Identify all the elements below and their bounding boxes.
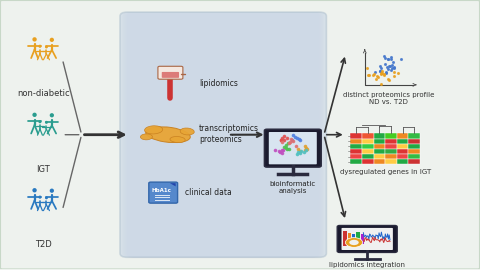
Bar bbox=[361, 234, 364, 244]
Point bbox=[278, 151, 286, 156]
FancyBboxPatch shape bbox=[264, 129, 321, 167]
Text: lipidomics: lipidomics bbox=[199, 79, 238, 88]
Text: lipidomics integration: lipidomics integration bbox=[329, 262, 405, 268]
Point bbox=[279, 148, 287, 152]
Bar bbox=[385, 144, 397, 149]
Point bbox=[384, 67, 391, 71]
Point bbox=[387, 68, 395, 72]
Point bbox=[282, 143, 290, 147]
Point bbox=[373, 74, 381, 78]
Point bbox=[292, 144, 300, 148]
Point bbox=[394, 70, 402, 75]
Point bbox=[296, 137, 303, 141]
Point bbox=[297, 149, 304, 153]
Point bbox=[370, 72, 377, 76]
Point bbox=[294, 147, 302, 151]
Point bbox=[372, 77, 380, 82]
Point bbox=[303, 147, 311, 151]
Bar bbox=[385, 154, 397, 159]
Point bbox=[391, 73, 398, 78]
FancyBboxPatch shape bbox=[269, 132, 317, 164]
Bar bbox=[373, 159, 385, 164]
Point bbox=[384, 56, 392, 61]
Point bbox=[381, 54, 388, 58]
Bar bbox=[373, 133, 385, 139]
FancyBboxPatch shape bbox=[149, 182, 178, 203]
Bar bbox=[397, 133, 408, 139]
Ellipse shape bbox=[32, 113, 37, 117]
Bar bbox=[397, 149, 408, 154]
Polygon shape bbox=[170, 183, 176, 186]
Point bbox=[390, 70, 397, 74]
Point bbox=[397, 57, 405, 62]
Bar bbox=[385, 139, 397, 144]
Ellipse shape bbox=[170, 137, 185, 143]
Point bbox=[377, 81, 385, 86]
Point bbox=[385, 64, 393, 68]
Bar bbox=[350, 144, 362, 149]
Point bbox=[278, 148, 286, 152]
Bar bbox=[362, 149, 373, 154]
Ellipse shape bbox=[45, 45, 48, 48]
Text: non-diabetic: non-diabetic bbox=[17, 89, 70, 98]
Point bbox=[390, 65, 398, 69]
Point bbox=[284, 136, 291, 140]
Circle shape bbox=[349, 240, 359, 245]
Point bbox=[376, 64, 384, 68]
Bar bbox=[385, 133, 397, 139]
Bar bbox=[373, 154, 385, 159]
Ellipse shape bbox=[50, 188, 54, 193]
Ellipse shape bbox=[180, 128, 194, 135]
Point bbox=[388, 66, 396, 70]
Point bbox=[377, 66, 385, 70]
FancyBboxPatch shape bbox=[120, 12, 326, 257]
Bar bbox=[362, 133, 373, 139]
Point bbox=[378, 71, 385, 75]
Point bbox=[383, 70, 390, 74]
Point bbox=[286, 141, 293, 145]
Point bbox=[302, 148, 310, 152]
Bar bbox=[397, 154, 408, 159]
Ellipse shape bbox=[32, 188, 37, 193]
Point bbox=[384, 77, 392, 82]
Point bbox=[282, 146, 290, 150]
Bar bbox=[362, 144, 373, 149]
Bar bbox=[362, 139, 373, 144]
FancyBboxPatch shape bbox=[162, 72, 179, 78]
Ellipse shape bbox=[144, 126, 163, 134]
Point bbox=[288, 138, 296, 142]
Bar bbox=[397, 139, 408, 144]
Point bbox=[386, 63, 394, 68]
Point bbox=[287, 137, 295, 141]
Point bbox=[278, 136, 286, 140]
FancyBboxPatch shape bbox=[158, 66, 183, 79]
Ellipse shape bbox=[38, 45, 42, 48]
Text: dysregulated genes in IGT: dysregulated genes in IGT bbox=[339, 169, 431, 175]
Bar bbox=[397, 144, 408, 149]
Text: HbA1c: HbA1c bbox=[152, 188, 172, 193]
Point bbox=[296, 151, 304, 155]
Point bbox=[383, 70, 390, 75]
Point bbox=[278, 140, 286, 144]
Point bbox=[381, 62, 389, 66]
Bar bbox=[408, 159, 420, 164]
Bar bbox=[348, 233, 351, 244]
Bar bbox=[373, 149, 385, 154]
Ellipse shape bbox=[146, 127, 190, 143]
Point bbox=[301, 146, 309, 151]
Point bbox=[280, 145, 288, 149]
Point bbox=[390, 65, 398, 70]
Point bbox=[283, 147, 291, 151]
Ellipse shape bbox=[32, 37, 37, 42]
Ellipse shape bbox=[38, 195, 42, 199]
Point bbox=[293, 136, 300, 140]
Point bbox=[294, 152, 301, 156]
Bar bbox=[408, 133, 420, 139]
Point bbox=[384, 65, 391, 69]
Point bbox=[372, 70, 379, 75]
Point bbox=[390, 60, 397, 64]
Bar bbox=[356, 232, 360, 245]
Bar bbox=[362, 154, 373, 159]
Point bbox=[281, 138, 288, 142]
